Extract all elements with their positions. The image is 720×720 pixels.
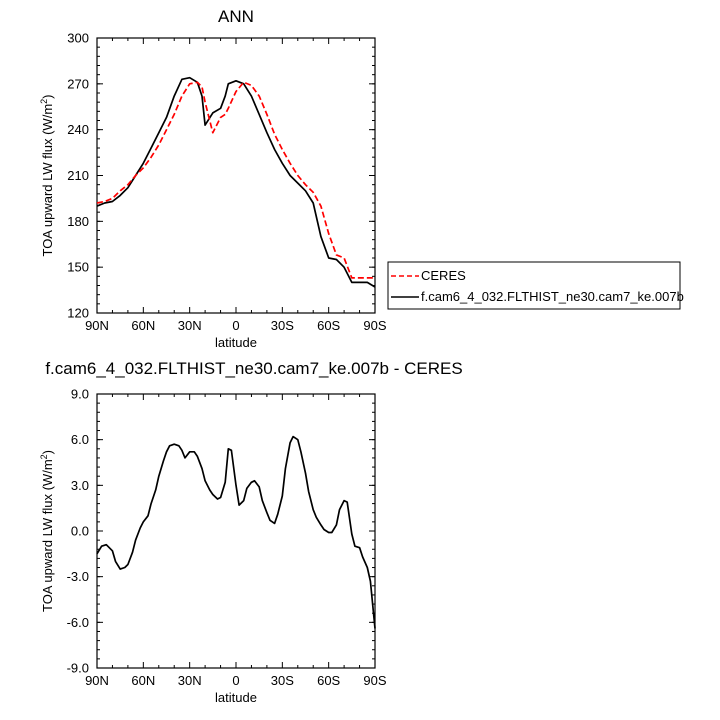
y-axis-label: TOA upward LW flux (W/m2) <box>39 94 55 256</box>
x-tick-label: 60S <box>317 318 340 333</box>
legend-label-model: f.cam6_4_032.FLTHIST_ne30.cam7_ke.007b <box>421 289 684 304</box>
y-tick-label: 150 <box>67 260 89 275</box>
y-tick-label: 300 <box>67 31 89 46</box>
x-tick-label: 90S <box>363 673 386 688</box>
x-tick-label: 30S <box>271 318 294 333</box>
x-tick-label: 0 <box>232 673 239 688</box>
y-tick-label: 120 <box>67 306 89 321</box>
x-axis-label: latitude <box>215 690 257 705</box>
y-tick-label: 180 <box>67 214 89 229</box>
plot-frame <box>96 37 376 314</box>
y-tick-label: 3.0 <box>71 478 89 493</box>
y-tick-label: 270 <box>67 76 89 91</box>
legend-label-ceres: CERES <box>421 268 466 283</box>
x-tick-label: 90S <box>363 318 386 333</box>
legend: CERES f.cam6_4_032.FLTHIST_ne30.cam7_ke.… <box>387 261 684 310</box>
x-tick-label: 30N <box>178 673 202 688</box>
y-axis-label: TOA upward LW flux (W/m2) <box>39 450 55 612</box>
x-tick-label: 90N <box>85 673 109 688</box>
y-tick-label: 240 <box>67 122 89 137</box>
x-tick-label: 60N <box>131 318 155 333</box>
panel-2-title: f.cam6_4_032.FLTHIST_ne30.cam7_ke.007b -… <box>45 359 462 378</box>
y-tick-label: 210 <box>67 168 89 183</box>
y-tick-label: 0.0 <box>71 524 89 539</box>
x-tick-label: 0 <box>232 318 239 333</box>
legend-box <box>387 261 681 310</box>
y-tick-label: -3.0 <box>67 569 89 584</box>
x-tick-label: 30N <box>178 318 202 333</box>
panel-1-title: ANN <box>218 7 254 26</box>
y-tick-label: -6.0 <box>67 615 89 630</box>
series-line-model <box>96 435 376 629</box>
x-tick-label: 90N <box>85 318 109 333</box>
x-tick-label: 60S <box>317 673 340 688</box>
x-tick-label: 60N <box>131 673 155 688</box>
panel-1-plot: 90N 60N 30N 0 30S 60S 90S 120 150 180 210 240 270 300… <box>39 31 387 351</box>
y-tick-label: -9.0 <box>67 661 89 676</box>
panel-2-plot: 90N 60N 30N 0 30S 60S 90S -9.0 -6.0 -3.0 0.0 3.0 6.0… <box>39 387 387 706</box>
y-tick-label: 9.0 <box>71 387 89 402</box>
series-line-ceres <box>96 81 375 279</box>
x-axis-label: latitude <box>215 335 257 350</box>
series-line-model <box>96 76 376 288</box>
y-tick-label: 6.0 <box>71 432 89 447</box>
x-tick-label: 30S <box>271 673 294 688</box>
